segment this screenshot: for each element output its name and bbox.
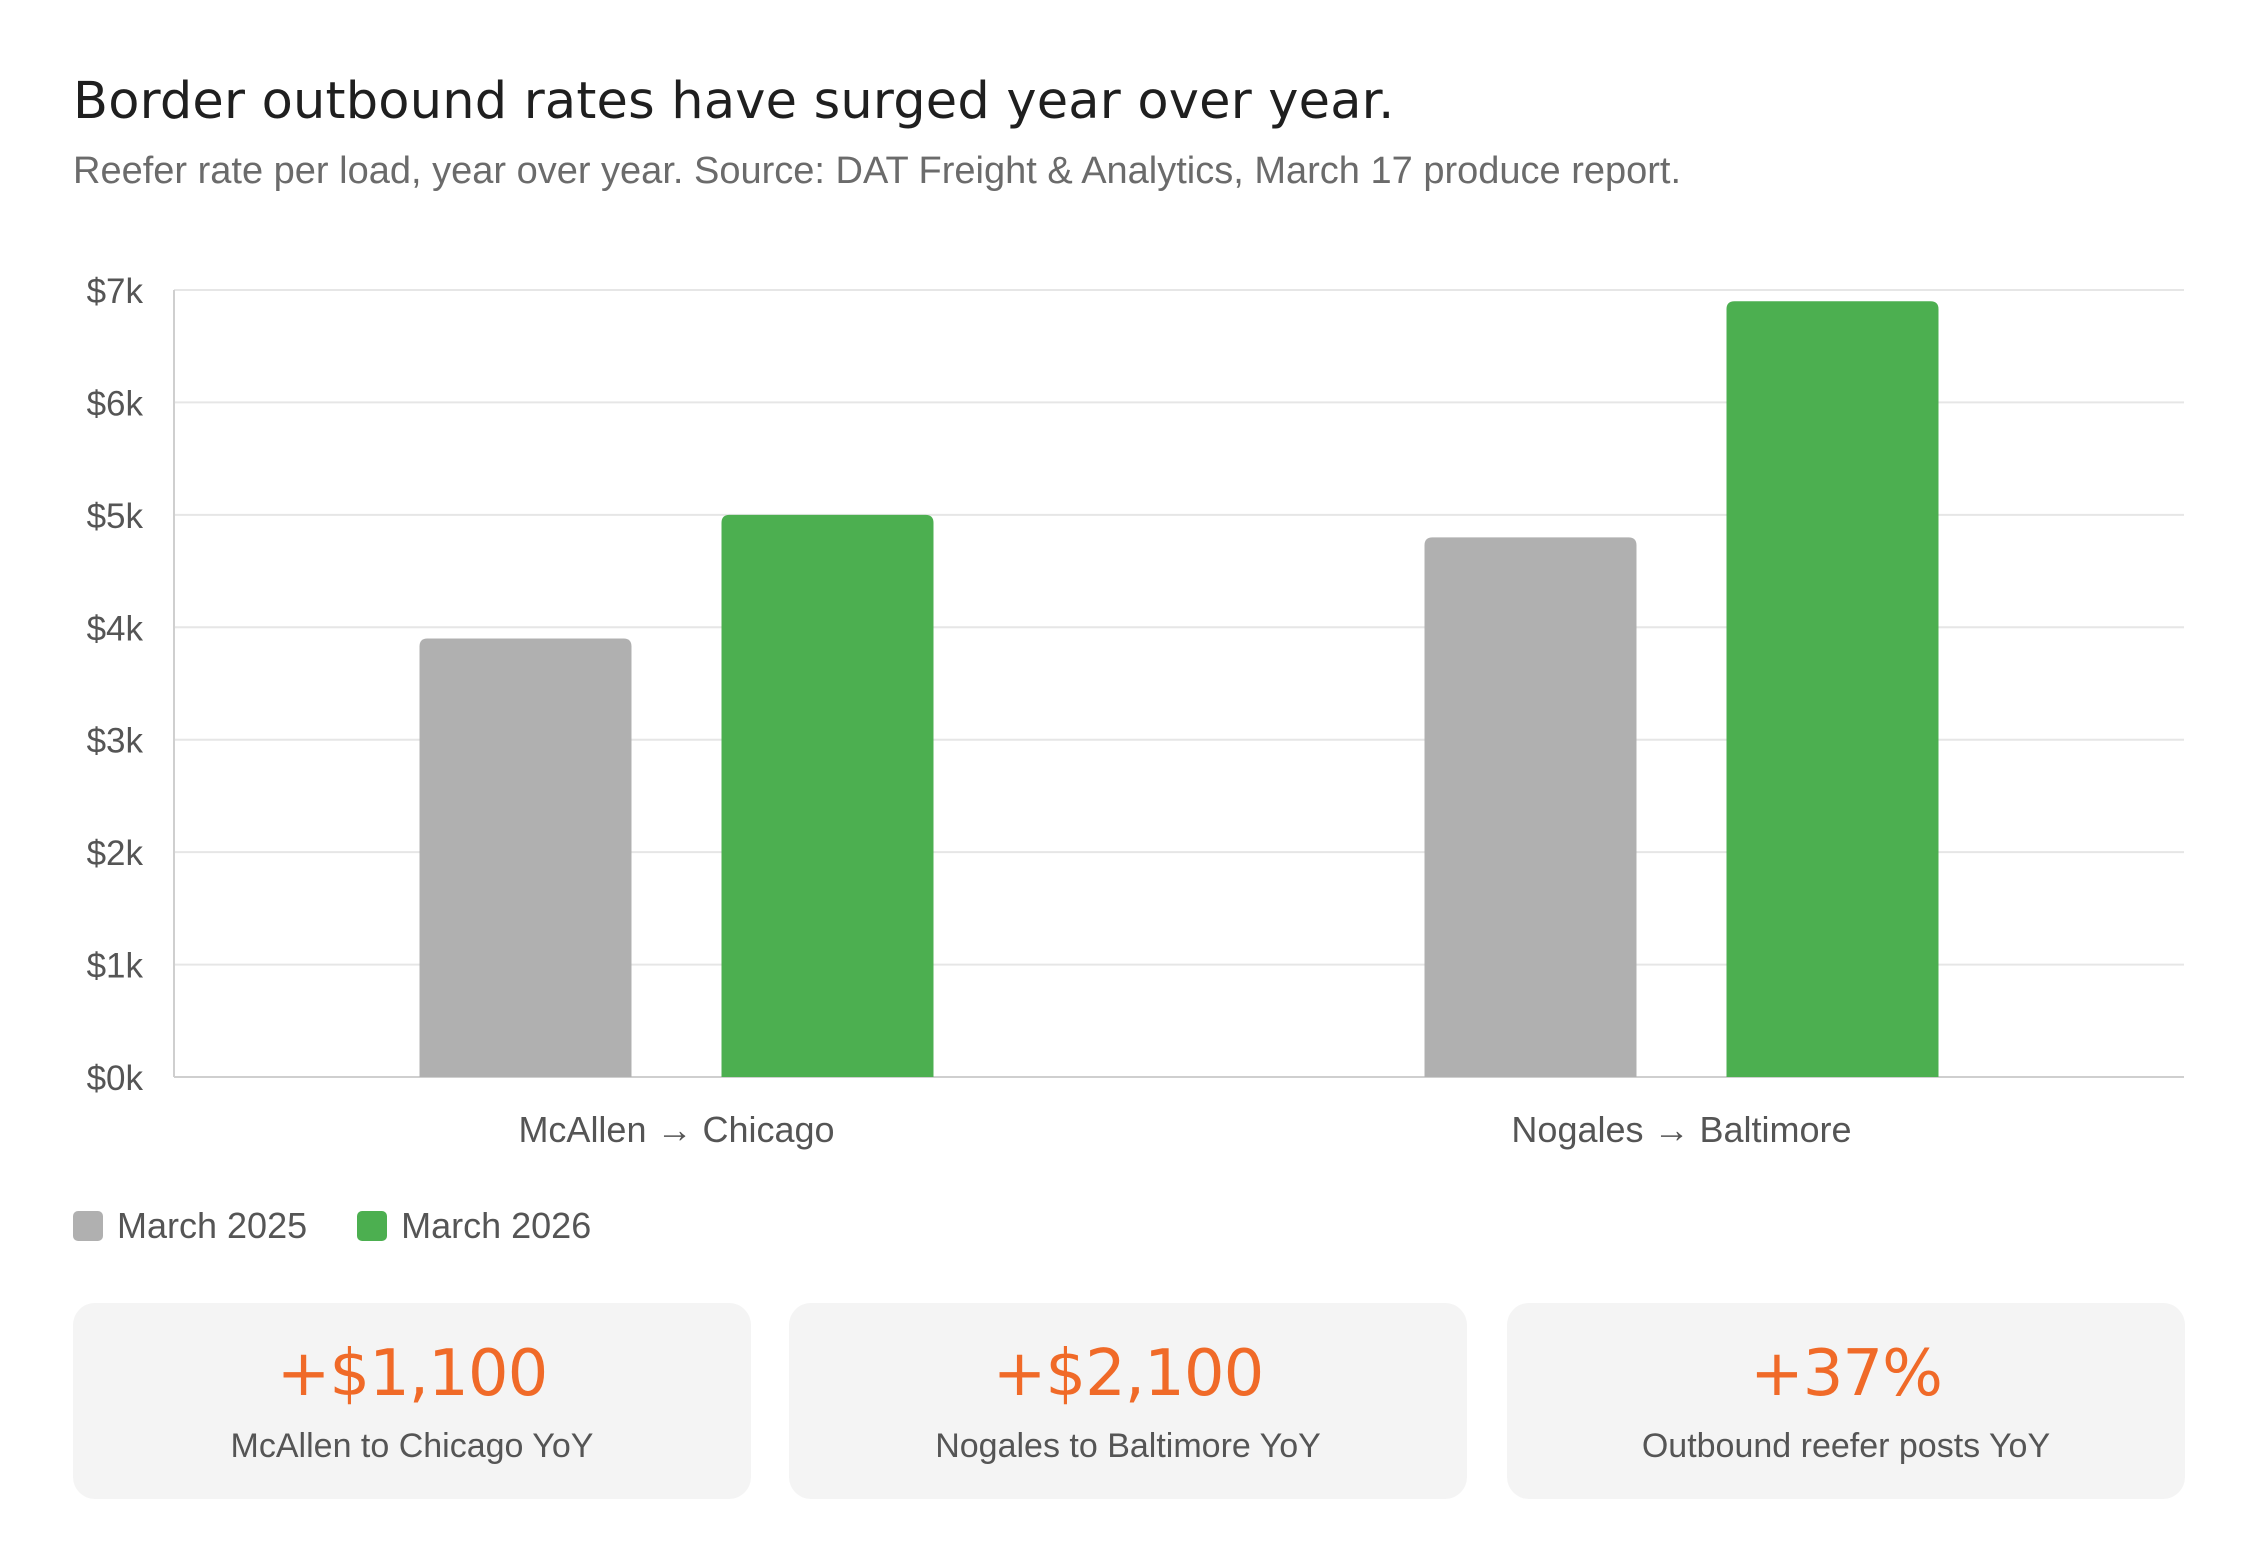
legend-item-march-2026: March 2026	[357, 1205, 591, 1247]
legend-swatch-march-2025	[73, 1211, 103, 1241]
chart-legend: March 2025 March 2026	[73, 1205, 641, 1247]
y-tick-label: $5k	[87, 497, 144, 536]
chart-title: Border outbound rates have surged year o…	[73, 72, 1395, 131]
legend-item-march-2025: March 2025	[73, 1205, 307, 1247]
stat-card-nogales-baltimore: +$2,100 Nogales to Baltimore YoY	[789, 1303, 1467, 1499]
stat-card-mcallen-chicago: +$1,100 McAllen to Chicago YoY	[73, 1303, 751, 1499]
stat-value: +37%	[1750, 1337, 1943, 1411]
legend-label: March 2025	[117, 1205, 308, 1246]
y-tick-label: $7k	[87, 272, 144, 311]
bar-march-2026	[1726, 301, 1939, 1077]
stat-label: Outbound reefer posts YoY	[1641, 1427, 2051, 1465]
y-tick-label: $2k	[87, 834, 144, 873]
legend-swatch-march-2026	[357, 1211, 388, 1241]
y-tick-label: $3k	[87, 722, 144, 761]
stat-value: +$1,100	[276, 1337, 549, 1411]
y-tick-label: $6k	[87, 384, 144, 423]
summary-cards: +$1,100 McAllen to Chicago YoY +$2,100 N…	[73, 1303, 2185, 1499]
bar-chart: $0k $1k $2k $3k $4k $5k $6k $7k McAllen → Chicag…	[87, 272, 2184, 1150]
x-tick-label: McAllen → Chicago	[518, 1109, 834, 1150]
stat-card-reefer-posts: +37% Outbound reefer posts YoY	[1507, 1303, 2185, 1499]
y-tick-label: $4k	[87, 609, 144, 648]
stat-label: Nogales to Baltimore YoY	[935, 1427, 1321, 1465]
stat-label: McAllen to Chicago YoY	[230, 1427, 594, 1465]
y-tick-label: $0k	[87, 1059, 144, 1098]
bar-march-2026	[721, 514, 934, 1077]
bar-march-2025	[419, 638, 632, 1077]
legend-label: March 2026	[401, 1205, 592, 1246]
x-tick-label: Nogales → Baltimore	[1511, 1109, 1851, 1150]
y-tick-label: $1k	[87, 947, 144, 986]
chart-subtitle: Reefer rate per load, year over year. So…	[73, 150, 1682, 192]
stat-value: +$2,100	[992, 1337, 1265, 1411]
bar-march-2025	[1424, 537, 1637, 1077]
